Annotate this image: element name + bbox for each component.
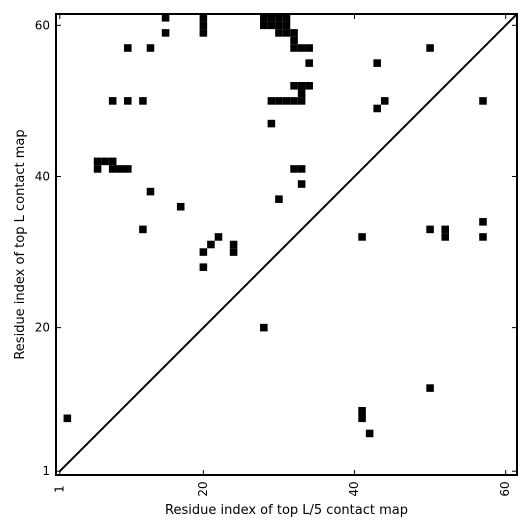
contact-cell — [139, 225, 147, 234]
y-tick-label: 20 — [35, 321, 50, 335]
contact-cell — [146, 44, 155, 52]
contact-cell — [199, 29, 208, 37]
contact-cell — [380, 97, 389, 105]
contact-cell — [426, 44, 434, 52]
contact-cell — [124, 44, 132, 52]
contact-cell — [161, 14, 170, 22]
contact-cell — [199, 21, 208, 30]
y-tick-label: 40 — [35, 169, 50, 183]
contact-cell — [297, 89, 306, 98]
contact-cell — [426, 225, 434, 234]
contact-cell — [358, 414, 366, 423]
contact-cell — [426, 384, 434, 392]
contact-cell — [267, 119, 276, 128]
contact-cell — [229, 240, 238, 249]
contact-cell — [305, 59, 313, 67]
contact-cell — [260, 323, 268, 332]
contact-cell — [297, 44, 306, 52]
contact-cell — [275, 21, 283, 30]
contact-cell — [214, 233, 223, 241]
contact-cell — [441, 225, 449, 234]
x-axis-label: Residue index of top L/5 contact map — [165, 503, 408, 518]
contact-cell — [176, 202, 185, 211]
y-tick-label: 1 — [42, 464, 50, 478]
contact-cell — [297, 165, 306, 173]
contact-cell — [63, 414, 72, 423]
x-tick-label: 20 — [196, 481, 210, 496]
x-tick-label: 60 — [498, 481, 512, 496]
contact-cell — [479, 97, 487, 105]
y-tick-label: 60 — [35, 18, 50, 32]
contact-cell — [282, 14, 291, 22]
plot-frame — [55, 13, 518, 476]
contact-cell — [108, 97, 117, 105]
contact-cell — [229, 248, 238, 256]
contact-cell — [161, 29, 170, 37]
contact-cell — [267, 14, 276, 22]
contact-cell — [199, 248, 208, 256]
contact-cell — [290, 82, 298, 90]
contact-cell — [282, 97, 291, 105]
contact-cell — [358, 406, 366, 415]
contact-cell — [267, 21, 276, 30]
contact-cell — [441, 233, 449, 241]
contact-cell — [275, 97, 283, 105]
contact-cell — [297, 97, 306, 105]
x-tick-label: 1 — [52, 485, 66, 493]
contact-cell — [373, 104, 381, 113]
contact-cell — [479, 218, 487, 226]
contact-cell — [93, 165, 102, 173]
contact-cell — [93, 157, 102, 166]
contact-cell — [373, 59, 381, 67]
contact-cell — [260, 21, 268, 30]
axis-ticks: 1 20 40 60 1 20 40 60 — [35, 14, 517, 497]
contact-cell — [282, 29, 291, 37]
contact-cells — [63, 14, 487, 438]
contact-cell — [124, 97, 132, 105]
contact-cell — [282, 21, 291, 30]
contact-cell — [479, 233, 487, 241]
contact-cell — [290, 97, 298, 105]
contact-cell — [275, 195, 283, 203]
contact-cell — [358, 233, 366, 241]
diagonal-line — [59, 13, 518, 472]
contact-cell — [365, 429, 374, 438]
contact-cell — [124, 165, 132, 173]
contact-cell — [305, 82, 313, 90]
contact-cell — [275, 14, 283, 22]
contact-cell — [146, 187, 155, 196]
x-tick-label: 40 — [347, 481, 361, 496]
y-axis-label: Residue index of top L contact map — [13, 129, 28, 359]
contact-cell — [290, 44, 298, 52]
contact-cell — [108, 165, 117, 173]
contact-cell — [199, 263, 208, 271]
contact-cell — [116, 165, 125, 173]
contact-cell — [275, 29, 283, 37]
contact-cell — [267, 97, 276, 105]
contact-cell — [207, 240, 215, 249]
contact-cell — [290, 36, 298, 45]
contact-cell — [260, 14, 268, 22]
contact-cell — [297, 180, 306, 188]
contact-cell — [290, 165, 298, 173]
contact-cell — [305, 44, 313, 52]
contact-cell — [108, 157, 117, 166]
contact-cell — [139, 97, 147, 105]
contact-cell — [290, 29, 298, 37]
contact-cell — [101, 157, 109, 166]
contact-cell — [297, 82, 306, 90]
